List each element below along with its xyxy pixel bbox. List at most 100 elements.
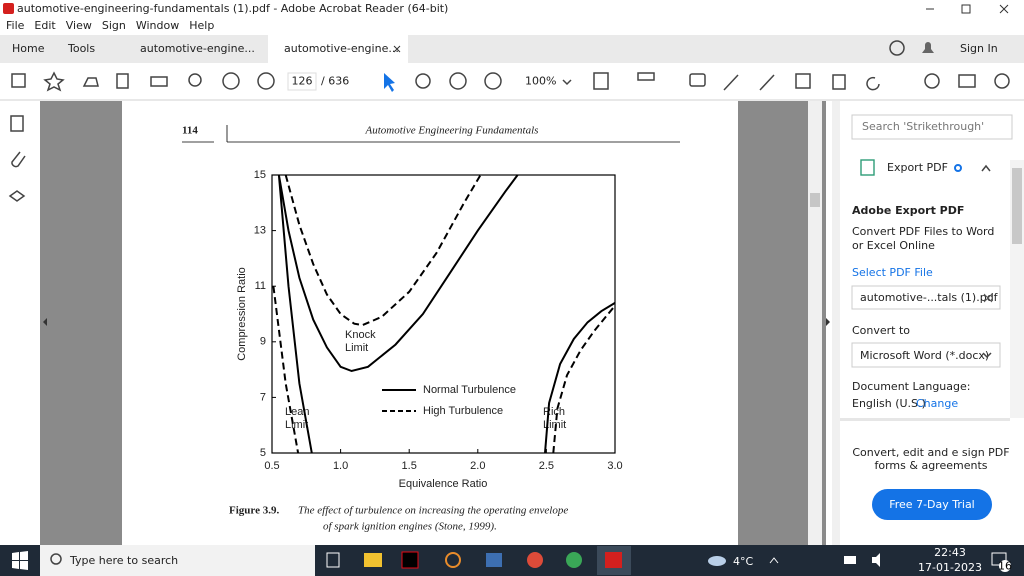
share-icon[interactable] xyxy=(994,73,1010,89)
bookmark-icon[interactable] xyxy=(43,71,65,92)
zoom-level[interactable]: 100% xyxy=(525,75,556,88)
panel-text: or Excel Online xyxy=(852,239,935,252)
comment-icon[interactable] xyxy=(689,73,706,87)
panel-separator xyxy=(840,418,1010,421)
mail-icon[interactable] xyxy=(958,74,976,88)
start-button[interactable] xyxy=(12,551,28,570)
delete-icon[interactable] xyxy=(832,74,846,90)
taskbar-search[interactable] xyxy=(40,545,315,576)
notification-center[interactable] xyxy=(991,552,1007,566)
task-view[interactable] xyxy=(326,552,340,568)
document-tab[interactable]: automotive-engine... xyxy=(140,42,255,55)
trial-button[interactable] xyxy=(872,489,992,520)
window-title: automotive-engineering-fundamentals (1).… xyxy=(17,2,448,15)
prev-page[interactable] xyxy=(222,72,240,90)
change-language[interactable]: Change xyxy=(916,397,958,410)
battery xyxy=(844,556,856,564)
x-axis-label: Equivalence Ratio xyxy=(399,478,488,490)
next-page[interactable] xyxy=(257,72,275,90)
select-file[interactable]: Select PDF File xyxy=(852,266,933,279)
toolbar-icons xyxy=(11,71,1010,92)
promo-text: forms & agreements xyxy=(875,459,988,472)
zoom-dropdown[interactable] xyxy=(562,79,572,86)
chrome[interactable] xyxy=(527,552,543,568)
collapse[interactable] xyxy=(981,164,991,172)
export-pdf[interactable]: Export PDF xyxy=(887,161,948,174)
close-tab[interactable] xyxy=(393,45,401,53)
select-tool[interactable] xyxy=(384,73,395,92)
sign-in[interactable]: Sign In xyxy=(960,42,998,55)
create-icon[interactable] xyxy=(116,73,129,89)
link-icon[interactable] xyxy=(924,73,940,89)
print-icon[interactable] xyxy=(150,76,168,87)
menu-item[interactable]: Window xyxy=(136,19,179,32)
format-select[interactable] xyxy=(851,342,1001,368)
status-dot xyxy=(954,164,962,172)
layers-icon[interactable] xyxy=(8,190,26,202)
menu-item[interactable]: File xyxy=(6,19,25,32)
upload-icon[interactable] xyxy=(82,77,99,87)
zoom-in[interactable] xyxy=(484,72,502,90)
app[interactable] xyxy=(486,553,502,567)
home-tab[interactable]: Home xyxy=(12,42,45,55)
x-tick-label: 1.0 xyxy=(333,460,348,472)
fit-icon[interactable] xyxy=(593,72,609,90)
figure: Equivalence Ratio Compression Ratio Knoc… xyxy=(236,169,623,490)
temperature: 4°C xyxy=(733,555,753,568)
netflix[interactable] xyxy=(401,551,419,569)
attachments-icon[interactable] xyxy=(11,151,26,168)
thumbnails-icon[interactable] xyxy=(10,115,24,132)
dropdown[interactable] xyxy=(982,352,992,359)
search-box[interactable] xyxy=(851,114,1013,140)
scrollbar[interactable] xyxy=(808,101,822,545)
search-placeholder[interactable]: Search 'Strikethrough' xyxy=(862,120,984,133)
acrobat[interactable] xyxy=(605,552,622,568)
volume[interactable] xyxy=(872,553,880,567)
document-tab[interactable]: automotive-engine... xyxy=(284,42,399,55)
search-icon[interactable] xyxy=(188,73,202,87)
tray-toggle[interactable] xyxy=(769,557,779,564)
clock-time: 22:43 xyxy=(934,546,966,559)
active-tab[interactable] xyxy=(268,35,408,63)
draw-icon[interactable] xyxy=(759,74,775,91)
save-icon[interactable] xyxy=(11,73,26,88)
page-number[interactable]: 126 xyxy=(292,75,313,88)
remove-file[interactable] xyxy=(983,293,993,303)
restore[interactable] xyxy=(961,4,971,14)
hand-tool[interactable] xyxy=(415,73,431,89)
zoom-out[interactable] xyxy=(449,72,467,90)
annotation: Limit xyxy=(543,419,566,431)
scroll-thumb[interactable] xyxy=(810,193,820,207)
menu-item[interactable]: View xyxy=(66,19,92,32)
rotate-icon[interactable] xyxy=(866,76,880,91)
panel-text: Document Language: xyxy=(852,380,970,393)
explorer[interactable] xyxy=(364,553,382,567)
y-tick-label: 13 xyxy=(254,225,266,237)
chrome[interactable] xyxy=(566,552,582,568)
page-box[interactable] xyxy=(287,72,317,91)
trial-label[interactable]: Free 7-Day Trial xyxy=(889,498,975,511)
app[interactable] xyxy=(445,552,461,568)
y-tick-label: 7 xyxy=(260,391,266,403)
x-tick-label: 0.5 xyxy=(264,460,279,472)
menu-item[interactable]: Edit xyxy=(34,19,56,32)
menu-item[interactable]: Sign xyxy=(102,19,126,32)
close[interactable] xyxy=(999,4,1009,14)
taskbar-search-text[interactable]: Type here to search xyxy=(69,554,178,567)
scroll-icon[interactable] xyxy=(637,72,655,81)
caption-label: Figure 3.9. xyxy=(229,505,279,517)
panel-scroll-thumb[interactable] xyxy=(1012,168,1022,244)
notifications-icon[interactable] xyxy=(922,42,934,53)
next-arrow[interactable] xyxy=(826,318,830,326)
stamp-icon[interactable] xyxy=(795,73,811,89)
menu-item[interactable]: Help xyxy=(189,19,214,32)
legend-label: Normal Turbulence xyxy=(423,384,516,396)
page-folio: 114 xyxy=(182,125,198,137)
file-box[interactable] xyxy=(851,285,1001,310)
tools-tab[interactable]: Tools xyxy=(67,42,95,55)
left-rail xyxy=(0,101,40,545)
app-icon xyxy=(3,3,14,14)
prev-arrow[interactable] xyxy=(43,318,47,326)
help-icon[interactable] xyxy=(889,40,905,56)
highlight-icon[interactable] xyxy=(723,74,739,91)
